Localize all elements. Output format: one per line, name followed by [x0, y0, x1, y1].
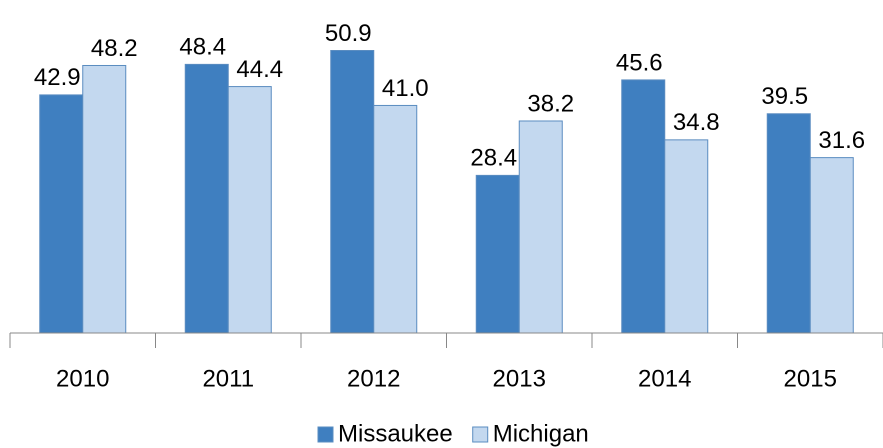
legend-swatch [472, 426, 489, 443]
bar [766, 113, 811, 334]
bar [621, 79, 666, 334]
x-tick-label: 2013 [493, 365, 546, 392]
data-label: 38.2 [527, 90, 574, 117]
x-tick-label: 2011 [202, 365, 254, 392]
bar [184, 63, 229, 334]
bar [330, 50, 375, 334]
bar [39, 94, 84, 334]
data-label: 50.9 [325, 20, 372, 47]
data-label: 48.2 [91, 35, 138, 62]
data-label: 28.4 [470, 145, 517, 172]
data-label: 41.0 [382, 75, 429, 102]
data-label: 34.8 [673, 109, 720, 136]
data-label: 31.6 [818, 127, 865, 154]
bar [82, 64, 127, 334]
data-label: 48.4 [179, 34, 226, 61]
bar [227, 86, 272, 334]
bar [373, 104, 418, 334]
data-label: 42.9 [34, 64, 81, 91]
x-tick-label: 2012 [347, 365, 400, 392]
legend-label: Missaukee [338, 420, 453, 447]
data-label: 45.6 [616, 49, 663, 76]
x-tick-label: 2010 [56, 365, 109, 392]
bar [475, 174, 520, 334]
data-label: 39.5 [761, 83, 808, 110]
legend-label: Michigan [493, 420, 589, 447]
x-tick-label: 2014 [638, 365, 691, 392]
x-tick-label: 2015 [784, 365, 837, 392]
bar [664, 139, 709, 334]
bar [518, 120, 563, 334]
legend-swatch [317, 426, 334, 443]
data-label: 44.4 [236, 56, 283, 83]
bar [809, 157, 854, 334]
